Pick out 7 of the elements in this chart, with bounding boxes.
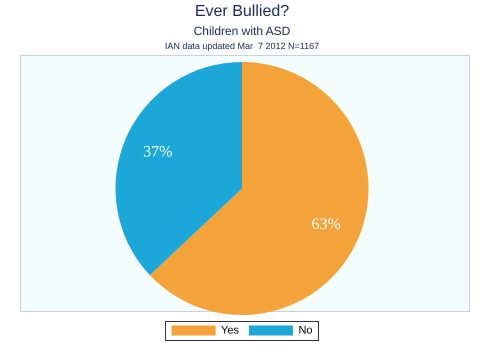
data-label: 63% [312, 216, 341, 234]
legend-label: Yes [220, 324, 240, 337]
legend-label: No [298, 324, 313, 337]
chart-subtitle: Children with ASD [192, 24, 292, 38]
chart-title: Ever Bullied? [194, 3, 290, 21]
text: IAN data updated Mar 7 2012 N=1167 [164, 41, 320, 51]
data-label: 37% [143, 143, 172, 160]
